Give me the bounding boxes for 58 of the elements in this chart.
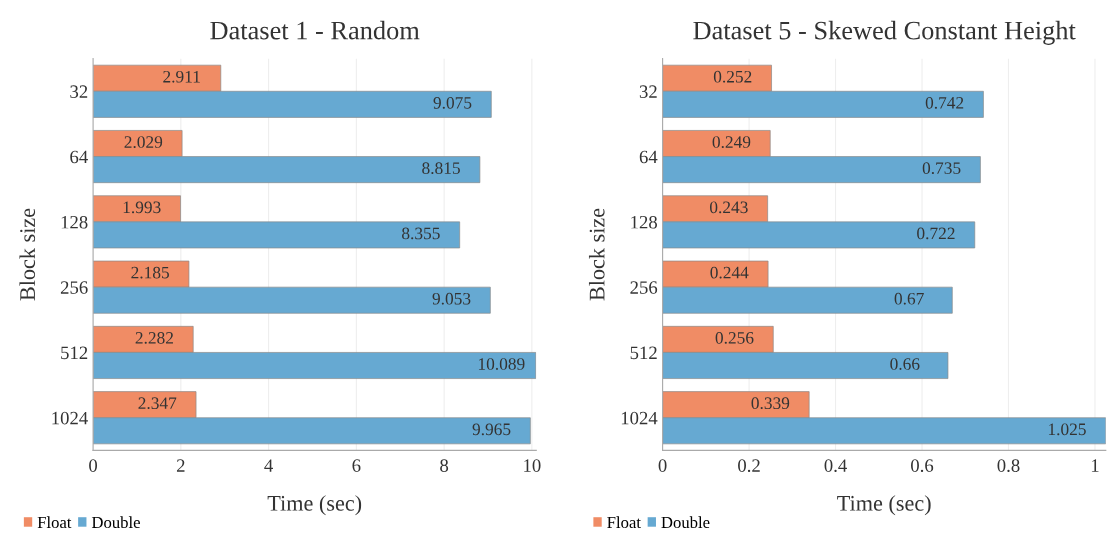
data-label: 8.815 xyxy=(422,162,460,175)
chart-title: Dataset 5 - Skewed Constant Height xyxy=(693,20,1076,45)
legend-label: Double xyxy=(91,516,140,529)
data-label: 9.965 xyxy=(472,423,511,436)
x-tick-label: 0 xyxy=(658,459,667,472)
data-label: 10.089 xyxy=(478,358,525,370)
data-label: 2.911 xyxy=(163,70,200,83)
y-tick-label: 32 xyxy=(639,85,657,98)
data-label: 2.029 xyxy=(124,136,163,148)
data-label: 0.66 xyxy=(890,358,920,370)
data-label: 2.282 xyxy=(135,332,173,344)
y-tick-label: 512 xyxy=(61,346,88,360)
y-tick-label: 1024 xyxy=(621,411,658,425)
y-tick-label: 128 xyxy=(631,215,658,229)
data-label: 0.67 xyxy=(894,292,924,305)
x-tick-label: 10 xyxy=(524,459,541,472)
y-tick-label: 512 xyxy=(630,346,657,360)
chart-title: Dataset 1 - Random xyxy=(210,20,420,40)
data-label: 8.355 xyxy=(402,227,440,240)
data-label: 0.722 xyxy=(917,227,955,240)
x-tick-label: 6 xyxy=(352,459,361,472)
x-axis-title: Time (sec) xyxy=(267,495,362,516)
data-label: 1.993 xyxy=(123,201,161,214)
data-label: 0.249 xyxy=(712,136,751,148)
y-tick-label: 1024 xyxy=(52,411,88,425)
data-label: 0.252 xyxy=(713,70,752,83)
x-tick-label: 4 xyxy=(264,459,273,472)
x-tick-label: 2 xyxy=(176,459,185,472)
data-label: 0.339 xyxy=(751,397,790,410)
x-tick-label: 0.4 xyxy=(824,459,847,472)
data-label: 2.185 xyxy=(131,266,169,279)
x-tick-label: 1 xyxy=(1091,459,1099,472)
data-label: 0.742 xyxy=(925,96,964,109)
data-label: 0.243 xyxy=(709,201,748,214)
legend-label: Float xyxy=(37,516,72,529)
x-tick-label: 0.6 xyxy=(911,459,934,472)
x-axis-title: Time (sec) xyxy=(837,495,931,516)
legend-label: Float xyxy=(607,516,641,529)
data-label: 0.256 xyxy=(715,332,754,344)
data-label: 0.735 xyxy=(922,162,961,175)
x-tick-label: 0.8 xyxy=(997,459,1020,472)
data-label: 2.347 xyxy=(138,397,177,410)
y-tick-label: 64 xyxy=(70,150,88,164)
y-tick-label: 256 xyxy=(60,281,88,294)
y-axis-title: Block size xyxy=(19,208,36,301)
data-label: 0.244 xyxy=(710,266,749,279)
y-tick-label: 128 xyxy=(61,215,88,229)
x-tick-label: 8 xyxy=(440,459,449,472)
x-tick-label: 0.2 xyxy=(738,459,760,472)
y-axis-title: Block size xyxy=(588,208,605,301)
data-label: 9.075 xyxy=(433,96,472,109)
legend-label: Double xyxy=(661,516,710,529)
x-tick-label: 0 xyxy=(89,459,98,472)
y-tick-label: 256 xyxy=(630,281,658,294)
y-tick-label: 32 xyxy=(70,85,88,98)
y-tick-label: 64 xyxy=(639,150,658,164)
data-label: 9.053 xyxy=(432,292,471,305)
data-label: 1.025 xyxy=(1048,423,1086,436)
